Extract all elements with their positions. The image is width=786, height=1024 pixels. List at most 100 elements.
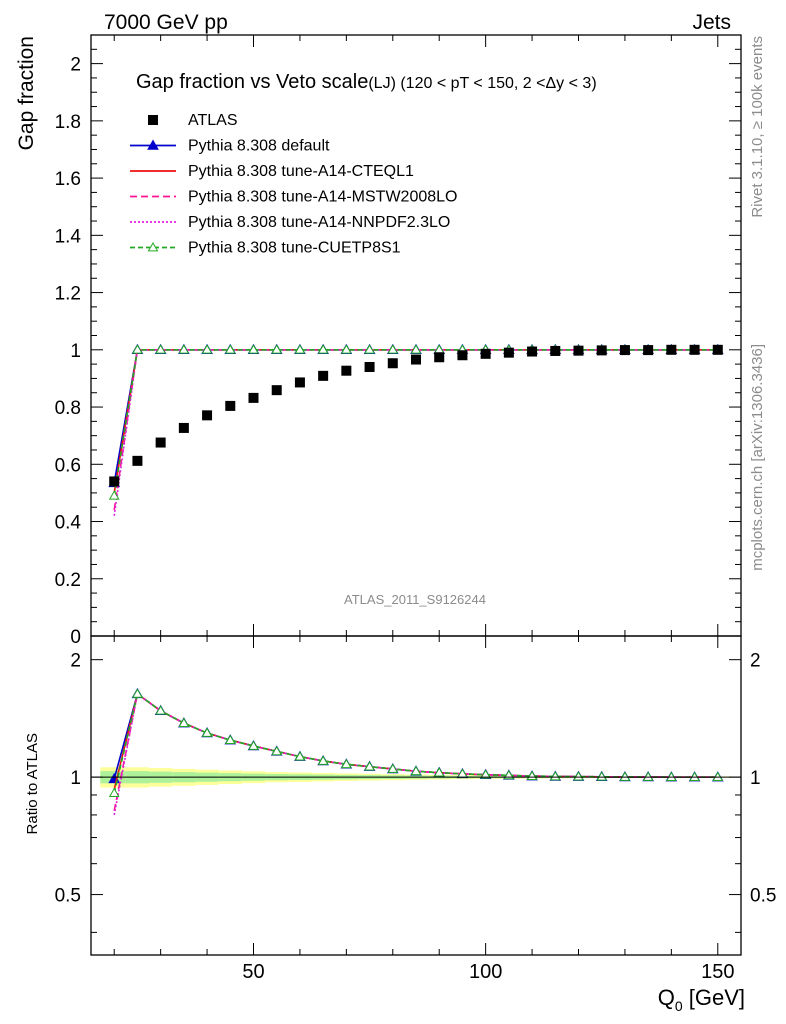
- y-tick-label-top: 1.2: [55, 284, 81, 305]
- y-tick-label-top: 1: [70, 341, 81, 362]
- series-point-top-4: [248, 344, 259, 354]
- x-tick-label: 150: [701, 961, 734, 983]
- series-point-bottom-4: [387, 763, 399, 773]
- series-point-bottom-4: [712, 771, 724, 781]
- y-axis-title-bottom: Ratio to ATLAS: [24, 733, 41, 834]
- series-point-top-4: [364, 344, 375, 354]
- x-tick-label: 50: [242, 961, 264, 983]
- series-point-top-4: [155, 344, 167, 354]
- series-point-bottom-4: [480, 769, 492, 779]
- series-point-bottom-4: [596, 771, 608, 781]
- y-tick-label-bottom-right: 0.5: [750, 886, 776, 907]
- atlas-point: [248, 392, 259, 403]
- legend-marker-atlas: [148, 115, 158, 125]
- atlas-point: [527, 346, 538, 357]
- series-point-bottom-4: [155, 705, 167, 715]
- series-point-bottom-4: [573, 771, 584, 781]
- y-tick-label-bottom: 0.5: [55, 886, 81, 907]
- series-point-bottom-4: [549, 770, 561, 781]
- atlas-point: [109, 476, 120, 487]
- atlas-point: [643, 345, 654, 356]
- atlas-point: [666, 344, 677, 355]
- atlas-point: [202, 410, 213, 421]
- x-axis-title-q: Q: [658, 985, 675, 1010]
- atlas-point: [434, 352, 445, 363]
- series-point-bottom-4: [433, 767, 445, 777]
- atlas-point: [503, 347, 514, 358]
- series-line-top-1: [113, 349, 718, 494]
- x-axis-title-unit: [GeV]: [683, 985, 745, 1010]
- header-right-label: Jets: [692, 11, 731, 34]
- x-axis-title-sub: 0: [675, 998, 683, 1014]
- series-point-bottom-4: [665, 771, 677, 781]
- series-point-top-4: [410, 344, 422, 354]
- y-tick-label-top: 1.8: [55, 112, 81, 133]
- legend-label-1: Pythia 8.308 tune-A14-CTEQL1: [188, 163, 414, 180]
- series-point-top-4: [108, 490, 120, 500]
- bottom-panel-frame: [90, 635, 742, 956]
- series-point-bottom-4: [294, 751, 306, 761]
- y-tick-label-top: 1.6: [55, 169, 81, 190]
- legend-marker-4: [147, 241, 159, 252]
- atlas-point: [712, 344, 723, 355]
- chart-title: Gap fraction vs Veto scale(LJ) (120 < pT…: [136, 71, 597, 93]
- atlas-point: [364, 361, 375, 372]
- y-tick-label-top: 1.4: [55, 226, 82, 247]
- x-axis-title: Q0 [GeV]: [658, 985, 745, 1014]
- series-point-bottom-4: [689, 771, 700, 781]
- series-line-bottom-2: [113, 692, 718, 811]
- atlas-point: [387, 358, 398, 369]
- series-line-bottom-3: [113, 692, 718, 816]
- atlas-point: [294, 377, 305, 388]
- atlas-point: [341, 365, 352, 376]
- series-point-top-4: [271, 344, 283, 354]
- atlas-point: [596, 345, 607, 356]
- series-point-bottom-4: [642, 771, 654, 781]
- series-point-top-4: [294, 344, 306, 354]
- rivet-label: Rivet 3.1.10, ≥ 100k events: [749, 36, 766, 218]
- series-point-bottom-4: [410, 765, 422, 776]
- series-point-bottom-4: [317, 755, 329, 765]
- y-tick-label-bottom-right: 1: [750, 768, 761, 789]
- y-tick-label-top: 0: [70, 627, 81, 648]
- atlas-point: [573, 345, 584, 356]
- mcplots-label: mcplots.cern.ch [arXiv:1306.3436]: [749, 344, 766, 571]
- series-point-bottom-4: [340, 758, 352, 769]
- series-point-bottom-4: [271, 745, 283, 756]
- y-axis-title-top: Gap fraction: [15, 36, 38, 150]
- y-tick-label-bottom: 1: [70, 768, 81, 789]
- legend-label-atlas: ATLAS: [188, 112, 238, 129]
- header-left-label: 7000 GeV pp: [104, 11, 228, 34]
- y-tick-label-bottom-right: 2: [750, 651, 761, 672]
- series-line-top-3: [113, 349, 718, 516]
- atlas-point: [132, 455, 143, 466]
- atlas-point: [457, 350, 468, 361]
- legend-label-0: Pythia 8.308 default: [188, 138, 330, 155]
- atlas-point: [689, 344, 700, 355]
- atlas-point: [550, 345, 561, 356]
- series-point-top-4: [178, 344, 190, 354]
- y-tick-label-top: 0.4: [55, 513, 82, 534]
- y-tick-label-top: 0.6: [55, 455, 81, 476]
- y-tick-label-top: 0.8: [55, 398, 81, 419]
- y-tick-label-top: 2: [70, 55, 81, 76]
- series-point-top-4: [224, 344, 236, 354]
- atlas-point: [480, 348, 491, 359]
- atlas-point: [155, 437, 166, 448]
- series-point-bottom-4: [248, 740, 259, 750]
- atlas-point: [225, 400, 236, 411]
- chart-title-sub: (LJ) (120 < pT < 150, 2 <Δy < 3): [368, 75, 596, 92]
- legend-label-2: Pythia 8.308 tune-A14-MSTW2008LO: [188, 189, 457, 206]
- analysis-watermark: ATLAS_2011_S9126244: [344, 592, 486, 607]
- atlas-point: [411, 354, 421, 365]
- series-line-top-2: [113, 349, 718, 511]
- atlas-point: [318, 370, 329, 381]
- x-tick-label: 100: [469, 961, 502, 983]
- atlas-point: [619, 345, 630, 356]
- y-tick-label-top: 0.2: [55, 570, 81, 591]
- atlas-point: [178, 422, 189, 433]
- series-point-top-4: [317, 344, 329, 354]
- y-tick-label-bottom: 2: [70, 651, 81, 672]
- series-point-top-4: [340, 344, 352, 354]
